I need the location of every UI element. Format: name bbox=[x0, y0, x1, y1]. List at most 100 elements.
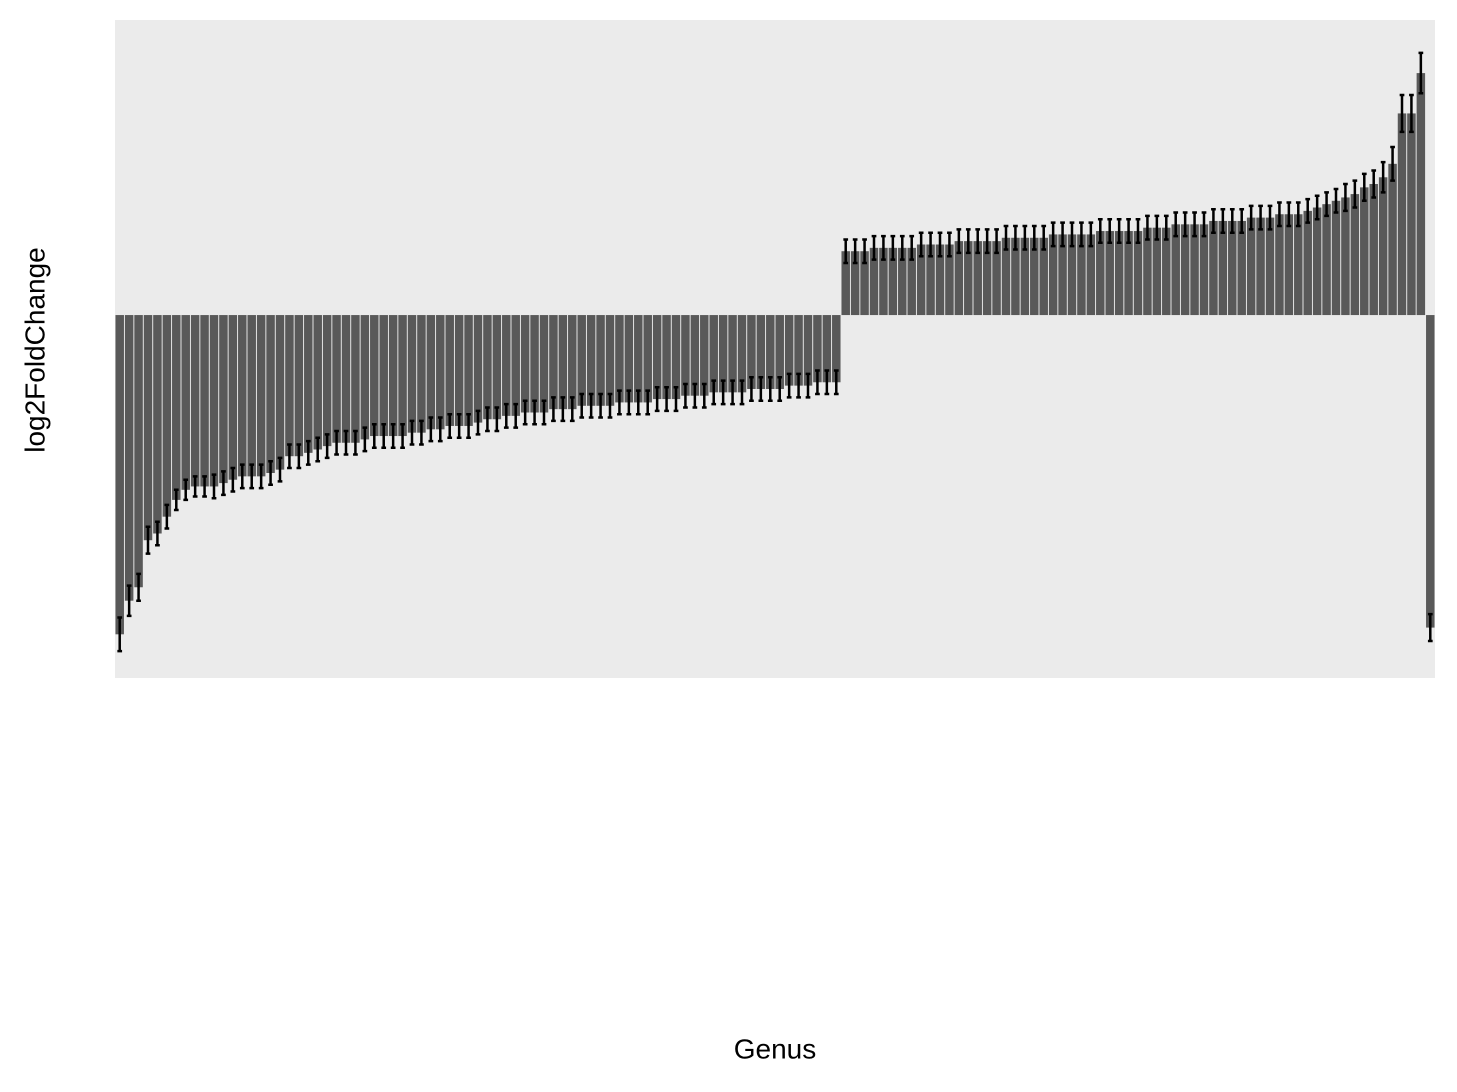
bar bbox=[1171, 224, 1180, 316]
error-bar bbox=[975, 228, 981, 255]
error-bar bbox=[494, 406, 500, 433]
bar bbox=[1341, 197, 1350, 316]
bar bbox=[634, 315, 643, 403]
bar bbox=[1378, 177, 1388, 316]
error-bar bbox=[569, 396, 575, 423]
error-bar bbox=[720, 379, 726, 406]
error-bar bbox=[164, 503, 170, 530]
bar bbox=[982, 241, 992, 316]
bar bbox=[615, 315, 624, 403]
bar bbox=[728, 315, 737, 393]
bar bbox=[1284, 214, 1294, 316]
error-bar bbox=[390, 423, 396, 450]
bar bbox=[492, 315, 502, 420]
error-bar bbox=[937, 231, 943, 258]
bar bbox=[1048, 234, 1058, 316]
bar bbox=[568, 315, 577, 410]
error-bar bbox=[1173, 211, 1179, 238]
error-bar bbox=[1192, 211, 1197, 238]
bar bbox=[1369, 183, 1378, 316]
bar bbox=[322, 315, 332, 447]
error-bar bbox=[1050, 221, 1056, 248]
error-bar bbox=[1277, 201, 1282, 228]
bar bbox=[935, 244, 945, 316]
bar bbox=[869, 247, 879, 316]
error-bar bbox=[1107, 218, 1113, 245]
bar bbox=[426, 315, 436, 430]
error-bar bbox=[1418, 51, 1424, 95]
error-bar bbox=[1013, 224, 1018, 251]
error-bar bbox=[1031, 224, 1037, 251]
bar bbox=[181, 315, 190, 490]
bar bbox=[1294, 214, 1303, 316]
error-bar bbox=[136, 572, 141, 602]
error-bar bbox=[833, 369, 839, 396]
error-bar bbox=[767, 375, 773, 403]
bar bbox=[266, 315, 275, 474]
bar bbox=[473, 315, 483, 423]
bar bbox=[652, 315, 662, 400]
bar bbox=[775, 315, 784, 389]
error-bar bbox=[513, 402, 519, 429]
bar bbox=[1133, 231, 1143, 316]
bar bbox=[879, 247, 888, 316]
bar bbox=[454, 315, 464, 426]
error-bar bbox=[362, 426, 368, 453]
bar bbox=[794, 315, 803, 386]
bar bbox=[766, 315, 775, 389]
error-bar bbox=[447, 412, 453, 439]
bar bbox=[124, 315, 134, 601]
error-bar bbox=[475, 409, 481, 436]
error-bar bbox=[466, 412, 471, 439]
bar bbox=[850, 251, 860, 316]
bar bbox=[1105, 231, 1114, 316]
error-bar bbox=[777, 375, 783, 403]
bar bbox=[888, 247, 898, 316]
bar bbox=[1218, 220, 1228, 316]
bar bbox=[1096, 231, 1105, 316]
bar bbox=[1303, 210, 1312, 316]
bar bbox=[1407, 113, 1416, 316]
error-bar bbox=[1060, 221, 1065, 248]
bar bbox=[954, 241, 964, 316]
bar bbox=[1030, 237, 1039, 316]
error-bar bbox=[211, 473, 217, 500]
error-bar bbox=[532, 399, 537, 426]
error-bar bbox=[701, 382, 707, 409]
bar bbox=[1011, 237, 1020, 316]
marks bbox=[115, 51, 1435, 653]
bar bbox=[898, 247, 907, 316]
bar bbox=[209, 315, 219, 487]
error-bar bbox=[796, 372, 801, 399]
error-bar bbox=[155, 520, 160, 547]
bar bbox=[718, 315, 728, 393]
x-axis-title: Genus bbox=[734, 1033, 817, 1064]
bar bbox=[304, 315, 313, 453]
bar bbox=[813, 315, 822, 383]
error-bar bbox=[1361, 172, 1367, 203]
bar bbox=[1114, 231, 1124, 316]
error-bar bbox=[277, 456, 283, 483]
error-bar bbox=[1333, 187, 1339, 214]
error-bar bbox=[343, 429, 349, 456]
bar bbox=[1067, 234, 1077, 316]
bar bbox=[172, 315, 181, 500]
bar bbox=[1228, 220, 1237, 316]
error-bar bbox=[683, 382, 688, 409]
error-bar bbox=[673, 386, 679, 413]
error-bar bbox=[173, 488, 179, 512]
error-bar bbox=[1182, 211, 1188, 238]
bar bbox=[586, 315, 596, 406]
error-bar bbox=[852, 238, 858, 265]
bar bbox=[1086, 234, 1096, 316]
error-bar bbox=[739, 379, 745, 406]
error-bar bbox=[1305, 197, 1311, 224]
error-bar bbox=[984, 228, 990, 255]
error-bar bbox=[1097, 218, 1103, 245]
error-bar bbox=[1295, 201, 1301, 228]
error-bar bbox=[1229, 207, 1235, 234]
bar bbox=[1397, 113, 1407, 316]
error-bar bbox=[598, 392, 603, 419]
error-bar bbox=[353, 429, 358, 456]
error-bar bbox=[1399, 93, 1405, 134]
